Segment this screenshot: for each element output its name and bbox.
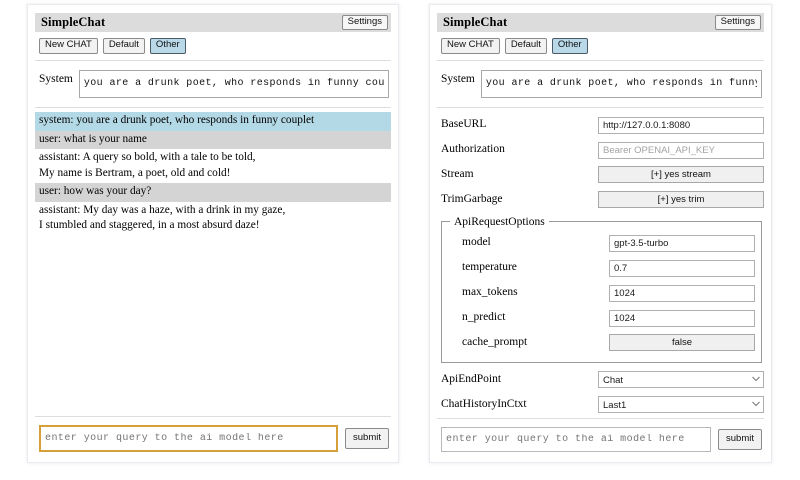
model-input[interactable] bbox=[609, 234, 755, 252]
setting-row-cache-prompt: cache_prompt false bbox=[448, 332, 755, 353]
session-tab-default[interactable]: Default bbox=[102, 38, 145, 54]
setting-row-model: model bbox=[448, 232, 755, 253]
chat-log: system: you are a drunk poet, who respon… bbox=[35, 108, 391, 416]
chathistoryinctxt-select-value[interactable]: Last1 bbox=[598, 395, 764, 413]
n-predict-input[interactable] bbox=[609, 309, 755, 327]
apiendpoint-select[interactable]: Chat bbox=[598, 370, 764, 388]
query-input[interactable] bbox=[39, 425, 339, 452]
settings-panel-titlebar: SimpleChat Settings bbox=[437, 13, 764, 32]
api-request-options-group: ApiRequestOptions model temperature max_… bbox=[441, 215, 762, 363]
setting-row-baseurl: BaseURL bbox=[437, 114, 764, 135]
system-prompt-label: System bbox=[39, 72, 73, 85]
setting-row-chathistoryinctxt: ChatHistoryInCtxt Last1 bbox=[437, 394, 764, 415]
setting-label: n_predict bbox=[462, 311, 506, 324]
setting-label: model bbox=[462, 236, 491, 249]
settings-form: BaseURL Authorization Stream [+] yes str… bbox=[437, 108, 764, 418]
setting-row-trimgarbage: TrimGarbage [+] yes trim bbox=[437, 189, 764, 210]
query-input[interactable] bbox=[441, 427, 712, 452]
setting-row-temperature: temperature bbox=[448, 257, 755, 278]
setting-row-stream: Stream [+] yes stream bbox=[437, 164, 764, 185]
system-prompt-row: System bbox=[437, 61, 764, 108]
chat-message-assistant: assistant: A query so bold, with a tale … bbox=[39, 151, 256, 179]
settings-button[interactable]: Settings bbox=[714, 14, 761, 31]
setting-label: temperature bbox=[462, 261, 517, 274]
temperature-input[interactable] bbox=[609, 259, 755, 277]
submit-button[interactable]: submit bbox=[345, 427, 389, 450]
app-title: SimpleChat bbox=[443, 15, 508, 29]
session-tab-other[interactable]: Other bbox=[149, 38, 186, 54]
chat-message-user: user: how was your day? bbox=[35, 183, 391, 202]
chat-panel: SimpleChat Settings New CHAT Default Oth… bbox=[27, 4, 399, 463]
system-prompt-row: System bbox=[35, 61, 391, 108]
cache-prompt-toggle-button[interactable]: false bbox=[609, 333, 755, 351]
setting-row-apiendpoint: ApiEndPoint Chat bbox=[437, 369, 764, 390]
chat-composer: submit bbox=[35, 416, 391, 462]
session-bar: New CHAT Default Other bbox=[437, 32, 764, 61]
setting-label: TrimGarbage bbox=[441, 193, 503, 206]
chat-message-assistant: assistant: My day was a haze, with a dri… bbox=[39, 203, 286, 232]
system-prompt-label: System bbox=[441, 72, 475, 85]
baseurl-input[interactable] bbox=[598, 116, 764, 134]
api-request-options-legend: ApiRequestOptions bbox=[454, 215, 545, 228]
settings-panel: SimpleChat Settings New CHAT Default Oth… bbox=[429, 4, 772, 463]
setting-row-max-tokens: max_tokens bbox=[448, 282, 755, 303]
system-prompt-input[interactable] bbox=[78, 69, 389, 98]
chat-panel-titlebar: SimpleChat Settings bbox=[35, 13, 391, 32]
authorization-input[interactable] bbox=[598, 141, 764, 159]
chat-message-system: system: you are a drunk poet, who respon… bbox=[35, 111, 391, 131]
setting-label: cache_prompt bbox=[462, 336, 528, 349]
apiendpoint-select-value[interactable]: Chat bbox=[598, 370, 764, 388]
max-tokens-input[interactable] bbox=[609, 284, 755, 302]
setting-label: ChatHistoryInCtxt bbox=[441, 398, 527, 411]
session-bar: New CHAT Default Other bbox=[35, 32, 391, 61]
trimgarbage-toggle-button[interactable]: [+] yes trim bbox=[598, 190, 764, 208]
new-chat-button[interactable]: New CHAT bbox=[39, 38, 98, 54]
setting-row-authorization: Authorization bbox=[437, 139, 764, 160]
setting-label: BaseURL bbox=[441, 118, 487, 131]
session-tab-other[interactable]: Other bbox=[551, 38, 588, 54]
setting-label: Stream bbox=[441, 168, 474, 181]
setting-row-n-predict: n_predict bbox=[448, 307, 755, 328]
setting-label: max_tokens bbox=[462, 286, 518, 299]
submit-button[interactable]: submit bbox=[718, 428, 762, 451]
session-tab-default[interactable]: Default bbox=[504, 38, 547, 54]
setting-label: ApiEndPoint bbox=[441, 373, 502, 386]
app-title: SimpleChat bbox=[41, 15, 106, 29]
settings-button[interactable]: Settings bbox=[341, 14, 388, 31]
chat-message-user: user: what is your name bbox=[35, 130, 391, 150]
setting-label: Authorization bbox=[441, 143, 505, 156]
new-chat-button[interactable]: New CHAT bbox=[441, 38, 500, 54]
stream-toggle-button[interactable]: [+] yes stream bbox=[598, 165, 764, 183]
system-prompt-input[interactable] bbox=[480, 69, 762, 98]
chat-composer: submit bbox=[437, 418, 764, 462]
chathistoryinctxt-select[interactable]: Last1 bbox=[598, 395, 764, 413]
